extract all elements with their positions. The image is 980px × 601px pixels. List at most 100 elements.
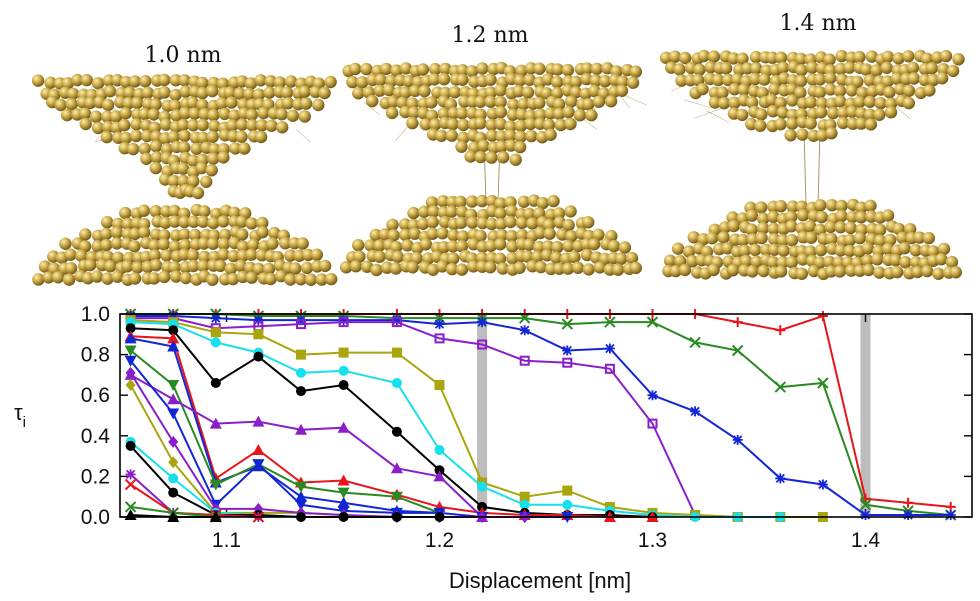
series-line — [130, 313, 951, 516]
gold-atom — [149, 205, 162, 218]
gold-atom — [547, 194, 560, 208]
gold-atom — [65, 98, 78, 111]
gold-atom — [805, 231, 818, 244]
gold-atom — [236, 228, 249, 241]
gold-atom — [229, 142, 242, 155]
gold-atom — [846, 210, 859, 224]
gold-atom — [130, 118, 143, 131]
gold-atom — [190, 142, 203, 155]
gold-atom — [110, 226, 124, 239]
data-point — [253, 315, 264, 326]
gold-atom — [673, 63, 686, 76]
gold-atom — [533, 62, 546, 75]
gold-atom — [504, 120, 517, 133]
data-point — [337, 474, 350, 486]
gold-atom — [128, 227, 142, 241]
gold-atom — [835, 199, 848, 213]
y-tick-label: 0.4 — [81, 425, 111, 448]
gold-atom — [436, 260, 449, 273]
gold-atom — [247, 238, 260, 251]
gold-atom — [425, 96, 438, 109]
gold-atom — [187, 175, 200, 188]
gold-atom — [208, 119, 221, 133]
gold-atom — [111, 251, 125, 264]
gold-atom — [902, 50, 915, 63]
gold-atom — [128, 272, 142, 285]
data-point — [168, 435, 179, 448]
gold-atom — [749, 62, 763, 75]
data-point — [125, 440, 136, 451]
data-point — [434, 465, 445, 476]
gold-atom — [399, 62, 413, 75]
data-point — [167, 380, 180, 391]
gold-atom — [671, 242, 685, 255]
gold-atom — [436, 195, 450, 208]
gold-atom — [436, 227, 449, 240]
gold-atom — [515, 216, 529, 230]
gold-atom — [564, 117, 577, 131]
gold-atom — [736, 108, 749, 122]
gold-atom — [750, 255, 763, 268]
data-point — [903, 497, 914, 508]
data-point — [253, 502, 264, 515]
gold-atom — [196, 76, 209, 90]
gold-atom — [168, 240, 182, 253]
gold-atom — [777, 244, 790, 257]
data-point — [390, 462, 403, 474]
gold-atom — [455, 140, 468, 153]
gold-atom — [169, 74, 182, 87]
gold-atom — [447, 229, 460, 242]
gold-atom — [226, 272, 240, 286]
gold-atom — [697, 49, 711, 63]
snapshot-3 — [659, 49, 965, 281]
gold-atom — [582, 216, 595, 229]
gold-atom — [494, 84, 507, 97]
gold-atom — [593, 261, 606, 274]
gold-atom — [717, 97, 731, 110]
gold-atom — [137, 226, 151, 239]
gold-atom — [448, 86, 462, 99]
data-point — [433, 470, 446, 482]
gold-atom — [245, 108, 258, 122]
gold-atom — [874, 223, 887, 237]
gold-atom — [496, 262, 509, 275]
gold-atom — [786, 108, 799, 122]
gold-atom — [843, 244, 856, 258]
gold-atom — [149, 140, 163, 153]
gold-atom — [217, 248, 230, 261]
gold-atom — [835, 49, 848, 63]
gold-atom — [66, 87, 80, 101]
data-point — [253, 351, 264, 362]
gold-atom — [100, 227, 113, 241]
gold-atom — [103, 85, 117, 98]
gold-atom — [101, 216, 114, 229]
gold-atom — [542, 118, 556, 132]
gold-atom — [712, 73, 725, 87]
gold-atom — [406, 116, 419, 130]
gold-atom — [91, 77, 105, 90]
gold-atom — [814, 106, 828, 119]
plot-frame — [119, 313, 973, 518]
gold-atom — [863, 108, 877, 121]
gold-atom — [552, 107, 566, 121]
gold-atom — [494, 117, 507, 131]
gold-atom — [325, 272, 338, 286]
gold-atom — [945, 255, 959, 269]
gold-atom — [785, 256, 798, 269]
highlight-band-1 — [477, 314, 488, 517]
gold-atom — [373, 250, 386, 263]
gold-atom — [512, 85, 525, 98]
data-point — [775, 473, 786, 484]
gold-atom — [477, 139, 490, 152]
gold-atom — [417, 205, 431, 218]
data-point — [124, 355, 137, 367]
gold-atom — [138, 142, 151, 155]
gold-atom — [757, 212, 770, 225]
data-point — [337, 421, 350, 433]
gold-atom — [525, 129, 538, 143]
gold-atom — [806, 61, 819, 74]
gold-atom — [551, 240, 564, 254]
gold-atom — [785, 117, 799, 130]
data-point — [295, 481, 307, 493]
gold-atom — [349, 62, 362, 76]
